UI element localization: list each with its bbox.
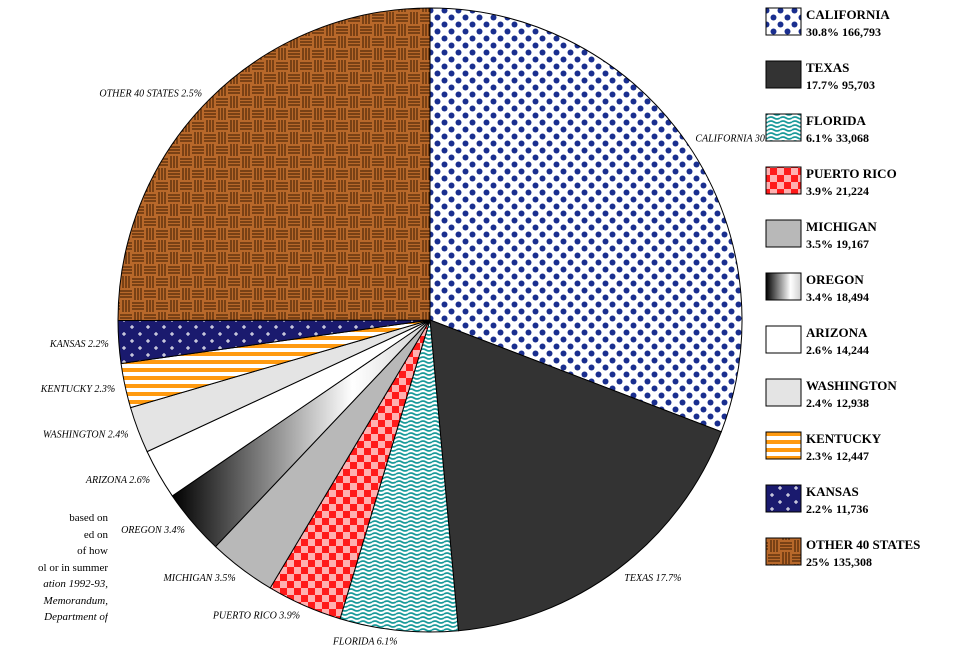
- legend-item-oregon: OREGON 3.4% 18,494: [766, 272, 869, 304]
- note-line: Department of: [0, 609, 108, 626]
- legend-swatch: [766, 326, 801, 353]
- note-line: Memorandum,: [0, 593, 108, 610]
- legend-item-california: CALIFORNIA 30.8% 166,793: [766, 7, 890, 39]
- legend-value: 3.5% 19,167: [806, 237, 869, 251]
- legend-name: MICHIGAN: [806, 219, 877, 234]
- note-line: ed on: [0, 527, 108, 544]
- legend-name: KENTUCKY: [806, 431, 882, 446]
- legend-name: PUERTO RICO: [806, 166, 897, 181]
- slice-label-oregon: OREGON 3.4%: [121, 525, 185, 536]
- legend-value: 2.2% 11,736: [806, 502, 868, 516]
- note-line: based on: [0, 510, 108, 527]
- slice-label-kentucky: KENTUCKY 2.3%: [40, 384, 115, 395]
- legend-value: 2.3% 12,447: [806, 449, 869, 463]
- legend-name: ARIZONA: [806, 325, 868, 340]
- legend-value: 6.1% 33,068: [806, 131, 869, 145]
- legend-swatch: [766, 432, 801, 459]
- legend-value: 30.8% 166,793: [806, 25, 881, 39]
- legend-name: OTHER 40 STATES: [806, 537, 920, 552]
- slice-label-florida: FLORIDA 6.1%: [332, 636, 398, 647]
- legend-name: TEXAS: [806, 60, 849, 75]
- legend-value: 2.6% 14,244: [806, 343, 869, 357]
- legend-swatch: [766, 379, 801, 406]
- legend-item-michigan: MICHIGAN 3.5% 19,167: [766, 219, 877, 251]
- legend-item-washington: WASHINGTON 2.4% 12,938: [766, 378, 897, 410]
- legend-name: FLORIDA: [806, 113, 867, 128]
- slice-label-arizona: ARIZONA 2.6%: [85, 475, 150, 486]
- slice-label-puerto-rico: PUERTO RICO 3.9%: [212, 611, 300, 622]
- legend-swatch: [766, 61, 801, 88]
- legend-swatch: [766, 220, 801, 247]
- legend-item-kansas: KANSAS 2.2% 11,736: [766, 484, 868, 516]
- legend-item-florida: FLORIDA 6.1% 33,068: [766, 113, 869, 145]
- legend-item-texas: TEXAS 17.7% 95,703: [766, 60, 875, 92]
- slice-label-other-40-states: OTHER 40 STATES 2.5%: [99, 88, 202, 99]
- pie-slice-other-40-states: [118, 8, 430, 320]
- legend-swatch: [766, 485, 801, 512]
- legend-swatch: [766, 538, 801, 565]
- note-line: of how: [0, 543, 108, 560]
- legend-name: OREGON: [806, 272, 864, 287]
- slice-label-michigan: MICHIGAN 3.5%: [162, 573, 235, 584]
- note-line: ol or in summer: [0, 560, 108, 577]
- legend-value: 25% 135,308: [806, 555, 872, 569]
- slice-label-washington: WASHINGTON 2.4%: [43, 429, 129, 440]
- legend-value: 17.7% 95,703: [806, 78, 875, 92]
- legend-item-puerto-rico: PUERTO RICO 3.9% 21,224: [766, 166, 897, 198]
- legend-value: 2.4% 12,938: [806, 396, 869, 410]
- slice-label-texas: TEXAS 17.7%: [624, 573, 681, 584]
- legend-swatch: [766, 8, 801, 35]
- legend-item-arizona: ARIZONA 2.6% 14,244: [766, 325, 869, 357]
- legend-item-kentucky: KENTUCKY 2.3% 12,447: [766, 431, 882, 463]
- legend-swatch: [766, 167, 801, 194]
- legend-name: KANSAS: [806, 484, 859, 499]
- legend-name: WASHINGTON: [806, 378, 897, 393]
- legend-value: 3.4% 18,494: [806, 290, 869, 304]
- legend-name: CALIFORNIA: [806, 7, 890, 22]
- legend-swatch: [766, 114, 801, 141]
- note-line: ation 1992-93,: [0, 576, 108, 593]
- legend-value: 3.9% 21,224: [806, 184, 869, 198]
- legend-swatch: [766, 273, 801, 300]
- slice-label-kansas: KANSAS 2.2%: [49, 339, 109, 350]
- source-note: based on ed on of how ol or in summer at…: [0, 510, 108, 626]
- legend-item-other-40-states: OTHER 40 STATES 25% 135,308: [766, 537, 920, 569]
